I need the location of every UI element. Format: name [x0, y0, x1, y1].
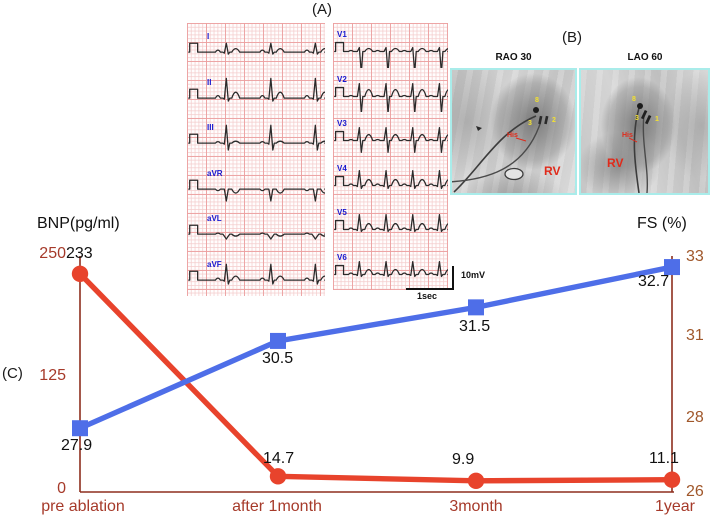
ecg-lead-label: aVL	[207, 214, 222, 223]
panel-c-label: (C)	[2, 365, 23, 382]
fluoro-view-title-lao: LAO 60	[627, 52, 663, 63]
his-label: His	[507, 132, 518, 139]
left-axis-tick: 125	[39, 367, 66, 384]
ecg-strip-lead-I: I	[187, 23, 325, 69]
ecg-lead-label: I	[207, 32, 210, 41]
ecg-lead-label: V2	[337, 74, 347, 84]
ecg-trace	[188, 77, 325, 102]
x-category-label: after 1month	[232, 498, 322, 515]
ecg-lead-label: II	[207, 77, 212, 87]
ecg-strip-lead-V1: V1	[333, 23, 448, 68]
panel-b-label: (B)	[562, 29, 582, 46]
fluoro-view-title-rao: RAO 30	[495, 52, 532, 63]
fluoro-image-lao: 8 3 1 His RV	[579, 68, 710, 195]
time-scale-label: 1sec	[417, 291, 438, 301]
ecg-trace	[334, 214, 448, 233]
ecg-lead-label: V6	[337, 252, 347, 262]
ecg-lead-label: aVF	[207, 259, 222, 269]
time-scale-bar	[406, 288, 454, 290]
his-label: His	[622, 132, 633, 139]
ecg-trace	[334, 126, 448, 153]
ecg-lead-label: V1	[337, 30, 347, 39]
ecg-lead-label: V3	[337, 119, 347, 128]
bnp-point-label: 9.9	[452, 451, 475, 468]
ecg-lead-label: V4	[337, 163, 347, 173]
electrode-marker: 3	[528, 120, 532, 127]
electrode-marker: 8	[632, 96, 636, 103]
ecg-trace	[334, 41, 448, 68]
bnp-point-label: 11.1	[649, 450, 679, 467]
ecg-right-column: V1 V2 V3 V4 V5 V6	[333, 23, 448, 290]
x-category-label: 3month	[449, 498, 503, 515]
rv-label: RV	[607, 156, 624, 170]
catheter-overlay	[628, 103, 652, 193]
ecg-trace	[188, 42, 325, 55]
ecg-trace	[188, 263, 325, 285]
right-axis-tick: 31	[686, 327, 704, 344]
ecg-trace	[188, 124, 325, 151]
ecg-strip-lead-V4: V4	[333, 157, 448, 202]
fs-point-label: 30.5	[262, 350, 294, 367]
ecg-strip-lead-V5: V5	[333, 201, 448, 246]
right-axis-title: FS (%)	[637, 215, 687, 232]
voltage-scale-label: 10mV	[461, 270, 486, 280]
electrode-marker: 3	[635, 115, 639, 122]
ecg-strip-lead-V3: V3	[333, 112, 448, 157]
bnp-point-label: 233	[66, 245, 93, 262]
ecg-strip-lead-aVF: aVF	[187, 251, 325, 297]
xray-background	[581, 70, 708, 193]
voltage-scale-bar	[452, 266, 454, 289]
rv-label: RV	[544, 164, 561, 178]
ecg-strip-lead-II: II	[187, 69, 325, 115]
ecg-trace	[334, 260, 448, 277]
ecg-lead-label: aVR	[207, 168, 223, 178]
left-axis-title: BNP(pg/ml)	[37, 215, 120, 232]
left-axis-tick: 0	[57, 480, 66, 497]
fs-point-label: 31.5	[459, 318, 491, 335]
fs-point-label: 32.7	[638, 273, 670, 290]
ecg-strip-lead-V6: V6	[333, 246, 448, 291]
ecg-strip-lead-aVR: aVR	[187, 160, 325, 206]
electrode-marker: 8	[535, 97, 539, 104]
ecg-trace	[188, 224, 325, 240]
ecg-left-column: I II III aVR aVL aVF	[187, 23, 325, 296]
right-axis-tick: 33	[686, 248, 704, 265]
ecg-strip-lead-V2: V2	[333, 68, 448, 112]
right-axis-tick: 26	[686, 483, 704, 500]
electrode-marker: 2	[552, 117, 556, 124]
ecg-strip-lead-aVL: aVL	[187, 205, 325, 251]
fluoro-image-rao: 8 3 2 His RV	[450, 68, 577, 195]
ecg-trace	[334, 169, 448, 189]
left-axis-tick: 250	[39, 245, 66, 262]
fs-point-label: 27.9	[61, 437, 93, 454]
bnp-point-label: 14.7	[263, 450, 295, 467]
ecg-trace	[334, 82, 448, 112]
panel-a-label: (A)	[312, 1, 332, 18]
x-category-label: 1year	[654, 498, 696, 515]
right-axis-tick: 28	[686, 409, 704, 426]
ecg-trace	[188, 179, 325, 202]
catheter-overlay	[452, 107, 549, 193]
x-category-label: pre ablation	[41, 498, 125, 515]
ecg-strip-lead-III: III	[187, 114, 325, 160]
ecg-lead-label: V5	[337, 208, 347, 217]
electrode-marker: 1	[655, 116, 659, 123]
ecg-lead-label: III	[207, 123, 214, 132]
